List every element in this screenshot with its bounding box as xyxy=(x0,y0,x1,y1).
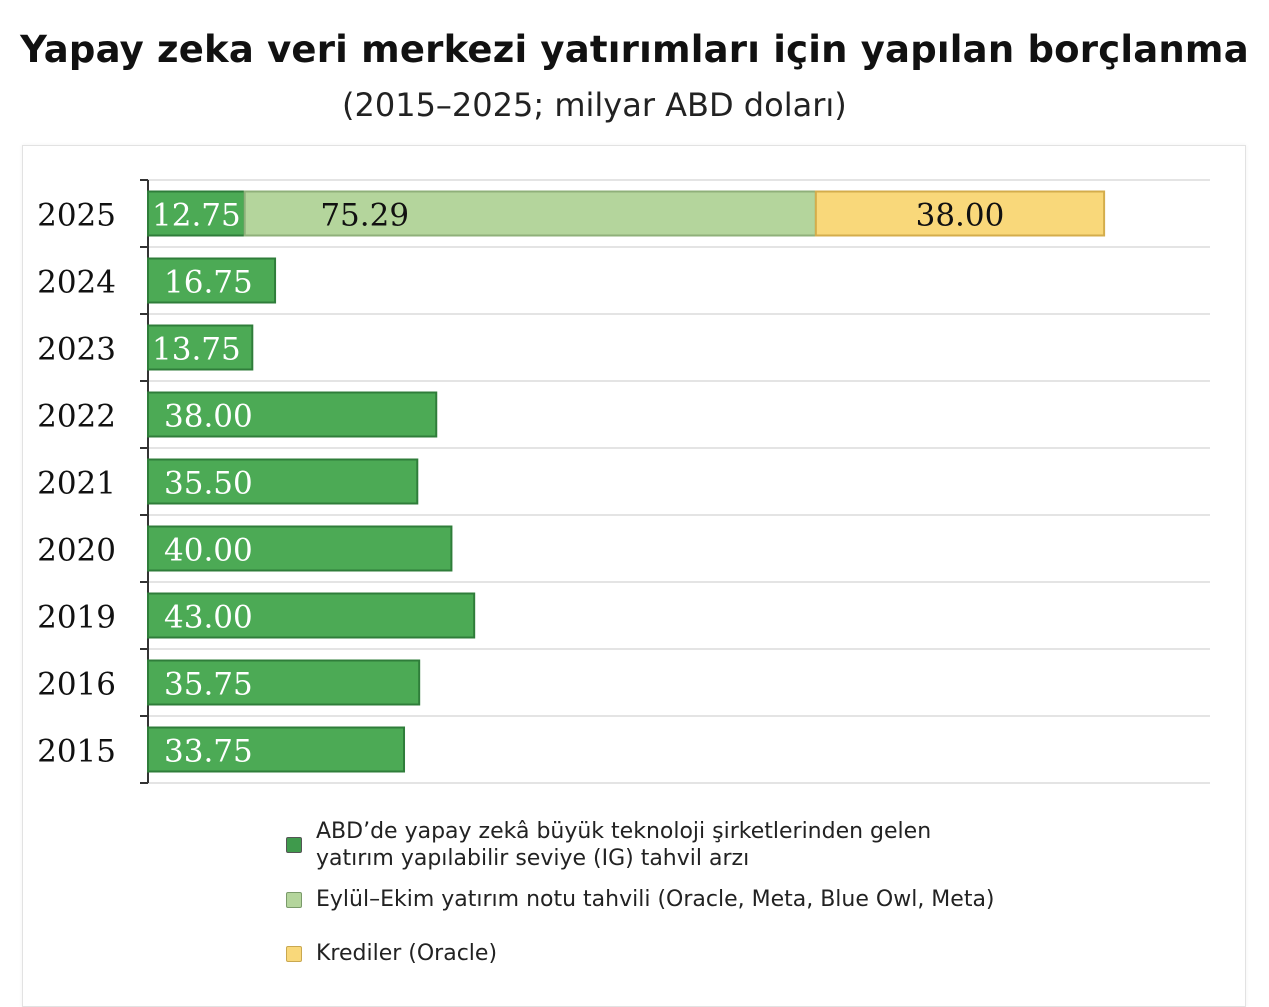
y-tick-label: 2025 xyxy=(37,198,116,234)
bar-segment xyxy=(147,726,406,773)
bar-segment xyxy=(147,592,476,639)
data-label: 16.75 xyxy=(164,265,253,301)
data-label: 13.75 xyxy=(152,332,241,368)
y-tick-label: 2015 xyxy=(37,734,116,770)
data-label: 43.00 xyxy=(164,600,253,636)
legend-swatch xyxy=(286,837,302,853)
y-tick-label: 2024 xyxy=(37,265,116,301)
data-label: 33.75 xyxy=(164,734,253,770)
bar-segment xyxy=(147,659,421,706)
bar-segment xyxy=(147,458,419,505)
data-label: 38.00 xyxy=(164,399,253,435)
bar-segment xyxy=(243,190,817,237)
legend-label-line1: ABD’de yapay zekâ büyük teknoloji şirket… xyxy=(316,819,932,844)
data-label: 38.00 xyxy=(916,198,1005,234)
bar-segment xyxy=(147,257,277,304)
chart-title: Yapay zeka veri merkezi yatırımları için… xyxy=(20,28,1249,71)
y-tick-label: 2016 xyxy=(37,667,116,703)
legend-swatch xyxy=(286,892,302,908)
bar-segment xyxy=(814,190,1106,237)
y-tick-label: 2023 xyxy=(37,332,116,368)
legend-label: Eylül–Ekim yatırım notu tahvili (Oracle,… xyxy=(316,887,995,912)
bar-segment xyxy=(147,525,453,572)
data-label: 40.00 xyxy=(164,533,253,569)
legend-label: Krediler (Oracle) xyxy=(316,941,498,966)
data-label: 35.75 xyxy=(164,667,253,703)
data-label: 75.29 xyxy=(320,198,409,234)
y-tick-label: 2020 xyxy=(37,533,116,569)
chart-subtitle: (2015–2025; milyar ABD doları) xyxy=(342,86,847,124)
data-label: 35.50 xyxy=(164,466,253,502)
y-tick-label: 2021 xyxy=(37,466,116,502)
legend-label-line2: yatırım yapılabilir seviye (IG) tahvil a… xyxy=(316,846,750,871)
bar-segment xyxy=(147,391,438,438)
y-tick-label: 2022 xyxy=(37,399,116,435)
y-tick-label: 2019 xyxy=(37,600,116,636)
bar-segment xyxy=(147,324,254,371)
data-label: 12.75 xyxy=(152,198,241,234)
legend-swatch xyxy=(286,946,302,962)
